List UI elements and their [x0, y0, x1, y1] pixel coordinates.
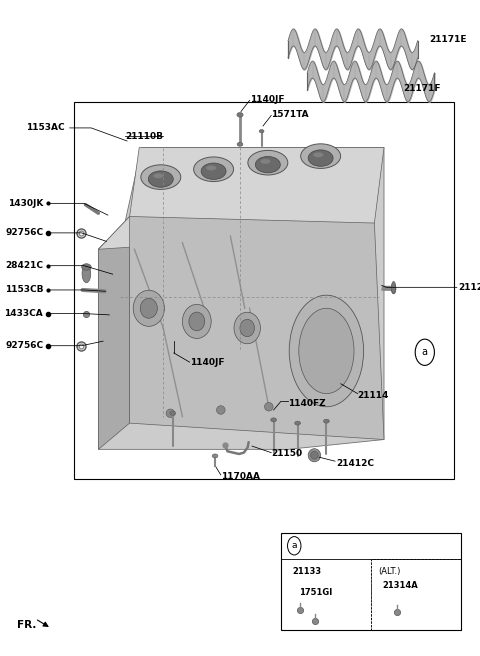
Ellipse shape [189, 312, 204, 331]
Text: 1153AC: 1153AC [26, 123, 65, 133]
Text: 21124: 21124 [458, 283, 480, 292]
Polygon shape [98, 148, 384, 249]
Text: 1433CA: 1433CA [4, 309, 43, 318]
Text: 28421C: 28421C [5, 261, 43, 270]
Bar [74, 102, 454, 479]
Ellipse shape [240, 319, 254, 337]
Ellipse shape [170, 411, 176, 415]
Ellipse shape [148, 171, 173, 188]
Text: 1751GI: 1751GI [299, 588, 332, 598]
Ellipse shape [261, 159, 270, 164]
Ellipse shape [391, 281, 396, 293]
Ellipse shape [300, 144, 341, 169]
Ellipse shape [248, 150, 288, 175]
Ellipse shape [237, 142, 243, 146]
Ellipse shape [255, 157, 280, 173]
Ellipse shape [237, 113, 243, 117]
Ellipse shape [324, 419, 329, 423]
Polygon shape [130, 216, 384, 440]
Text: 21171E: 21171E [430, 35, 467, 44]
Text: a: a [291, 541, 297, 550]
Ellipse shape [313, 152, 323, 157]
Ellipse shape [140, 298, 157, 318]
Ellipse shape [259, 129, 264, 133]
Ellipse shape [154, 173, 163, 178]
Text: 92756C: 92756C [5, 228, 43, 237]
Ellipse shape [271, 418, 276, 422]
Ellipse shape [193, 157, 234, 182]
Text: 1571TA: 1571TA [271, 110, 309, 119]
FancyArrowPatch shape [37, 620, 48, 626]
Text: 1140JF: 1140JF [190, 358, 224, 367]
Ellipse shape [82, 264, 91, 270]
Polygon shape [98, 148, 384, 449]
Ellipse shape [289, 295, 364, 407]
Text: 21110B: 21110B [125, 132, 163, 141]
Ellipse shape [299, 308, 354, 394]
Text: 21314A: 21314A [383, 581, 419, 590]
Text: a: a [422, 347, 428, 358]
Ellipse shape [308, 449, 321, 462]
Ellipse shape [311, 451, 318, 459]
Ellipse shape [82, 264, 91, 283]
Ellipse shape [234, 312, 261, 344]
Polygon shape [98, 216, 130, 449]
Bar [281, 533, 461, 630]
Text: 1153CB: 1153CB [5, 285, 43, 295]
Ellipse shape [264, 402, 273, 411]
Text: 1430JK: 1430JK [8, 199, 43, 208]
Text: FR.: FR. [17, 620, 36, 630]
Ellipse shape [212, 454, 218, 458]
Ellipse shape [166, 409, 175, 418]
Ellipse shape [206, 165, 216, 171]
Ellipse shape [141, 165, 181, 190]
Ellipse shape [182, 304, 211, 338]
Text: 1170AA: 1170AA [221, 472, 260, 481]
Bar [371, 559, 461, 630]
Text: (ALT.): (ALT.) [378, 567, 400, 576]
Text: 21150: 21150 [271, 449, 302, 459]
Text: 21412C: 21412C [336, 459, 374, 468]
Ellipse shape [295, 421, 300, 425]
Text: 21133: 21133 [293, 567, 322, 576]
Text: 21114: 21114 [358, 391, 389, 400]
Text: 1140FZ: 1140FZ [288, 399, 325, 408]
Text: 92756C: 92756C [5, 341, 43, 350]
Ellipse shape [201, 163, 226, 179]
Ellipse shape [391, 283, 396, 294]
Text: 21171F: 21171F [403, 84, 441, 93]
Text: 1140JF: 1140JF [250, 95, 284, 104]
Ellipse shape [216, 405, 225, 415]
Ellipse shape [308, 150, 333, 167]
Ellipse shape [133, 290, 164, 327]
